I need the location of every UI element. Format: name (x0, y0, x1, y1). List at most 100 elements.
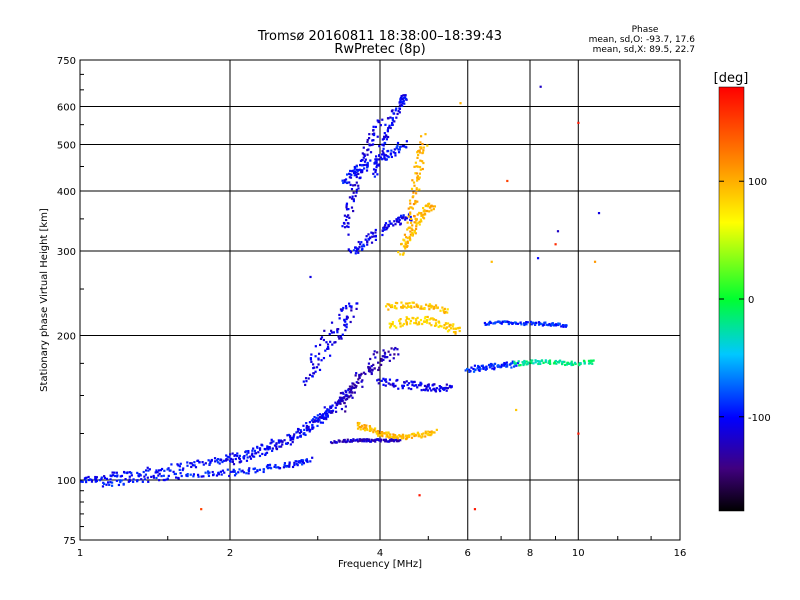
echo-point (413, 384, 416, 387)
echo-point (220, 473, 223, 476)
echo-point (281, 440, 284, 443)
echo-point (90, 480, 94, 483)
echo-point (371, 235, 374, 238)
echo-point (363, 163, 366, 167)
echo-point (530, 359, 533, 362)
echo-point (374, 238, 377, 241)
echo-point (491, 363, 494, 366)
echo-point (428, 303, 431, 306)
echo-point (128, 478, 131, 481)
echo-point (353, 168, 356, 171)
echo-point (229, 470, 232, 474)
echo-point (193, 461, 196, 464)
echo-point (317, 420, 320, 423)
echo-point (345, 181, 348, 184)
echo-point (398, 148, 401, 151)
echo-point (390, 439, 393, 442)
echo-point (350, 388, 353, 391)
echo-point (318, 413, 322, 416)
echo-point (482, 366, 485, 369)
echo-point (384, 305, 388, 308)
echo-point (407, 215, 410, 218)
echo-point (222, 459, 226, 462)
echo-point (420, 433, 424, 436)
echo-point (442, 309, 445, 312)
echo-point (358, 163, 362, 167)
echo-point (387, 382, 390, 385)
echo-point (387, 432, 390, 435)
echo-point (400, 435, 403, 438)
echo-point (567, 362, 571, 366)
echo-point (306, 425, 309, 429)
echo-point (577, 121, 580, 124)
echo-point (334, 341, 337, 344)
echo-point (398, 322, 402, 325)
echo-point (424, 303, 428, 306)
echo-point (428, 322, 431, 325)
echo-point (372, 431, 375, 434)
echo-point (355, 188, 358, 191)
echo-point (386, 440, 389, 443)
echo-point (304, 383, 307, 387)
echo-point (204, 471, 207, 474)
echo-point (228, 474, 231, 478)
echo-point (353, 391, 356, 394)
echo-point (179, 462, 182, 465)
echo-point (432, 307, 435, 310)
echo-point (377, 432, 380, 435)
echo-point (547, 324, 550, 327)
echo-point (375, 164, 379, 167)
tick-layer: 1 2 4 6 8 10 16 75 100 200 300 400 500 600 750 (57, 56, 686, 559)
echo-point (342, 396, 346, 399)
echo-point (344, 329, 347, 332)
echo-point (493, 366, 496, 369)
echo-point (399, 325, 402, 328)
echo-point (554, 359, 557, 363)
echo-point (397, 250, 400, 254)
echo-point (299, 429, 302, 432)
echo-point (186, 461, 189, 464)
echo-point (350, 206, 354, 209)
echo-point (400, 94, 403, 98)
echo-point (430, 209, 433, 212)
echo-point (415, 317, 418, 321)
echo-point (424, 133, 427, 136)
echo-point (392, 435, 395, 438)
echo-point (378, 154, 381, 157)
echo-point (420, 305, 423, 308)
echo-point (382, 438, 385, 441)
echo-point (551, 323, 554, 326)
echo-point (348, 440, 352, 443)
echo-point (368, 369, 371, 372)
echo-point (130, 471, 133, 475)
echo-point (366, 140, 369, 144)
echo-point (343, 401, 346, 405)
echo-point (412, 181, 416, 184)
echo-point (445, 389, 448, 392)
echo-point (366, 165, 369, 168)
echo-point (416, 179, 419, 182)
echo-point (350, 306, 353, 309)
echo-point (247, 451, 250, 454)
echo-point (428, 387, 431, 390)
x-tick-label: 6 (465, 548, 471, 559)
echo-point (424, 315, 427, 319)
echo-point (542, 323, 545, 326)
echo-point (303, 432, 306, 435)
echo-point (394, 384, 397, 387)
echo-point (314, 370, 317, 373)
echo-point (400, 101, 404, 104)
echo-point (363, 440, 366, 443)
echo-point (433, 205, 437, 208)
echo-point (324, 349, 327, 352)
echo-point (358, 438, 362, 441)
echo-point (380, 359, 383, 362)
echo-point (350, 197, 354, 200)
echo-point (120, 479, 123, 482)
echo-point (489, 362, 493, 366)
echo-point (403, 102, 406, 105)
echo-point (394, 438, 398, 441)
echo-point (190, 465, 193, 469)
echo-point (274, 463, 277, 467)
echo-point (339, 335, 342, 338)
